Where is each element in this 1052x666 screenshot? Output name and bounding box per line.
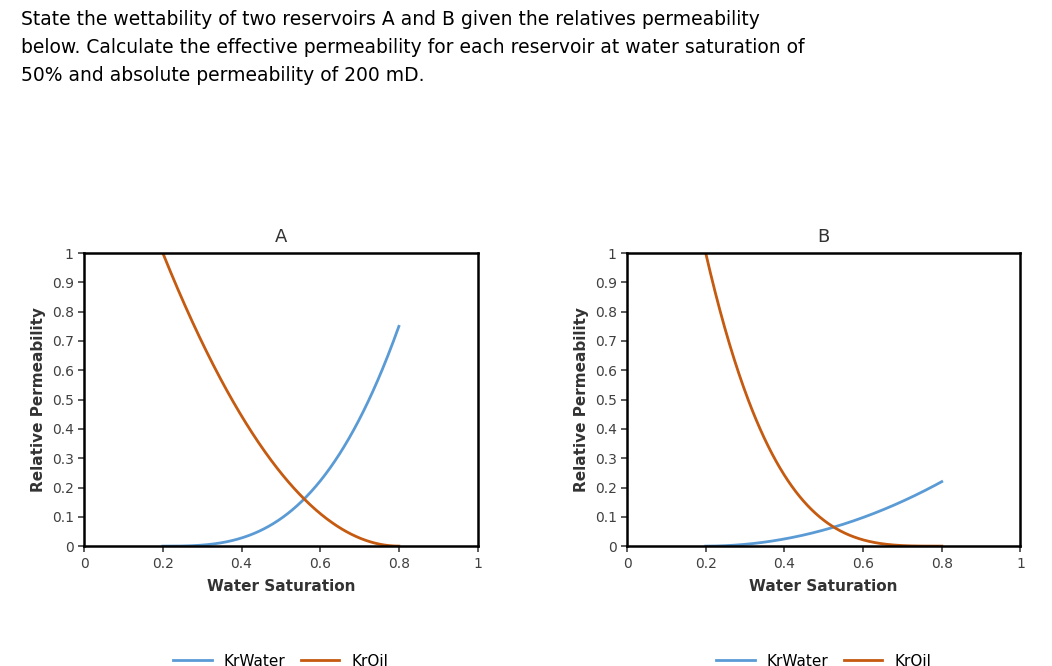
Legend: KrWater, KrOil: KrWater, KrOil [710,647,937,666]
Text: State the wettability of two reservoirs A and B given the relatives permeability: State the wettability of two reservoirs … [21,10,805,85]
X-axis label: Water Saturation: Water Saturation [749,579,898,594]
Legend: KrWater, KrOil: KrWater, KrOil [167,647,394,666]
Y-axis label: Relative Permeability: Relative Permeability [574,307,589,492]
Y-axis label: Relative Permeability: Relative Permeability [32,307,46,492]
X-axis label: Water Saturation: Water Saturation [206,579,356,594]
Title: B: B [817,228,830,246]
Title: A: A [275,228,287,246]
